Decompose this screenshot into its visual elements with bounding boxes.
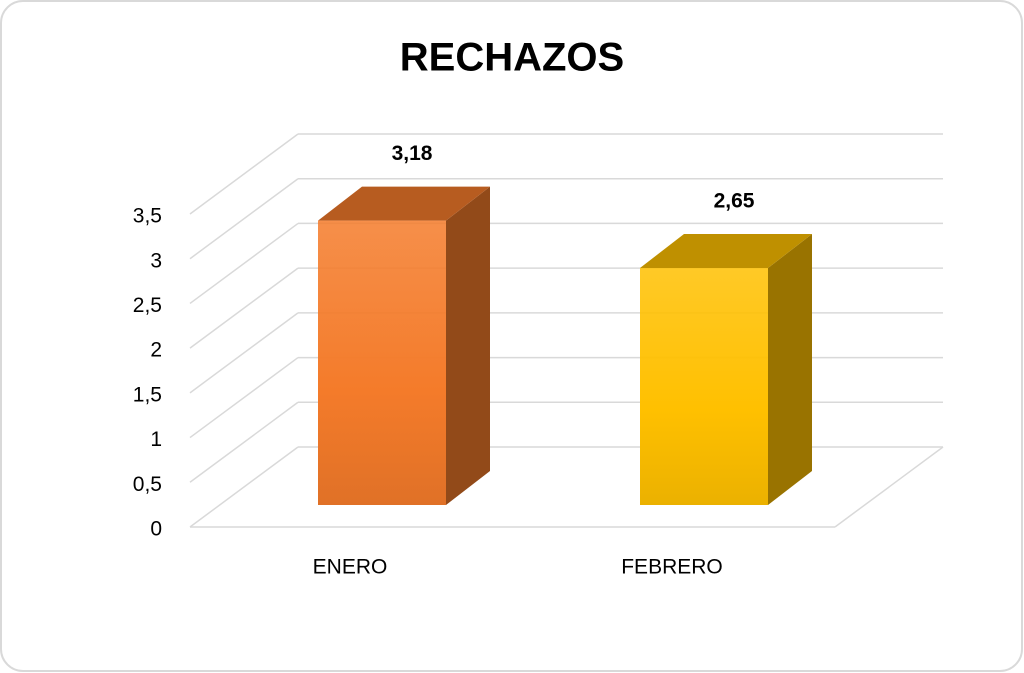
y-tick-label: 1,5 <box>133 383 162 406</box>
data-label: 2,65 <box>714 190 755 213</box>
y-tick-label: 0,5 <box>133 473 162 496</box>
bar-side <box>768 234 812 505</box>
plot-area: 0 0,5 1 1,5 2 2,5 3 3,5 3,18 ENERO 2,65 FEBRERO <box>133 133 944 579</box>
floor-edge <box>834 446 944 528</box>
y-tick-label: 1 <box>150 428 162 451</box>
x-tick-label: ENERO <box>313 556 388 579</box>
bar-top <box>640 234 812 269</box>
y-tick-label: 3 <box>150 249 162 272</box>
grid-line <box>189 133 299 215</box>
grid-line <box>189 356 299 439</box>
bar <box>640 268 768 505</box>
data-label: 3,18 <box>392 142 433 165</box>
chart-title: RECHAZOS <box>400 36 624 80</box>
y-tick-label: 0 <box>150 518 162 541</box>
y-tick-label: 2,5 <box>133 294 162 317</box>
bar-top <box>318 186 490 221</box>
grid-line <box>189 312 299 394</box>
x-tick-label: FEBRERO <box>621 556 723 579</box>
bar-side <box>446 186 490 506</box>
y-tick-label: 2 <box>150 339 162 362</box>
grid-line <box>189 446 299 528</box>
grid-line <box>189 267 299 349</box>
grid-line <box>189 222 299 305</box>
grid-line <box>189 401 299 483</box>
y-tick-label: 3,5 <box>133 205 162 228</box>
grid-line <box>189 178 299 260</box>
bar <box>318 220 446 506</box>
